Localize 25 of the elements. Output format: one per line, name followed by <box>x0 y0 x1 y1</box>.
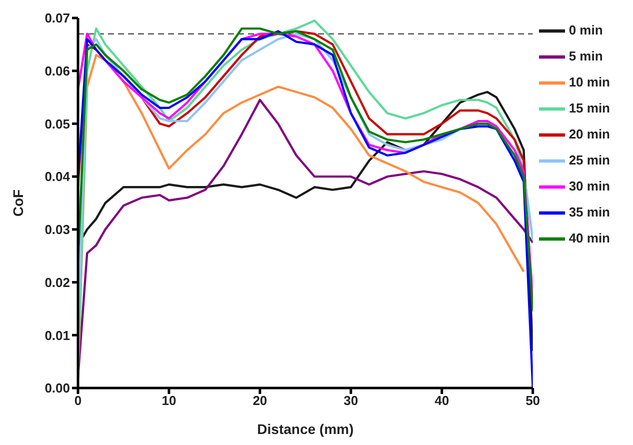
legend-label: 10 min <box>568 74 610 90</box>
legend-label: 0 min <box>568 22 603 38</box>
y-tick-label: 0.00 <box>44 380 70 396</box>
x-tick-label: 30 <box>344 393 358 408</box>
y-tick-label: 0.04 <box>44 169 71 184</box>
legend-label: 30 min <box>568 178 610 194</box>
x-tick-label: 50 <box>526 393 540 408</box>
legend-label: 5 min <box>568 48 603 64</box>
legend-label: 20 min <box>568 126 610 142</box>
legend-label: 25 min <box>568 152 610 168</box>
y-tick-label: 0.03 <box>44 222 70 238</box>
x-tick-label: 40 <box>434 393 450 408</box>
y-axis-title: CoF <box>10 188 26 217</box>
x-tick-label: 20 <box>252 393 268 408</box>
y-tick-label: 0.07 <box>44 10 70 26</box>
y-tick-label: 0.02 <box>44 274 70 290</box>
x-axis-title: Distance (mm) <box>257 420 354 437</box>
x-tick-label: 0 <box>74 393 82 408</box>
y-tick-label: 0.06 <box>44 63 70 78</box>
legend-label: 35 min <box>568 204 610 220</box>
y-tick-label: 0.05 <box>44 116 70 132</box>
x-tick-label: 10 <box>162 393 176 408</box>
legend-label: 40 min <box>568 230 610 246</box>
legend-label: 15 min <box>568 100 610 116</box>
y-tick-label: 0.01 <box>44 328 70 343</box>
